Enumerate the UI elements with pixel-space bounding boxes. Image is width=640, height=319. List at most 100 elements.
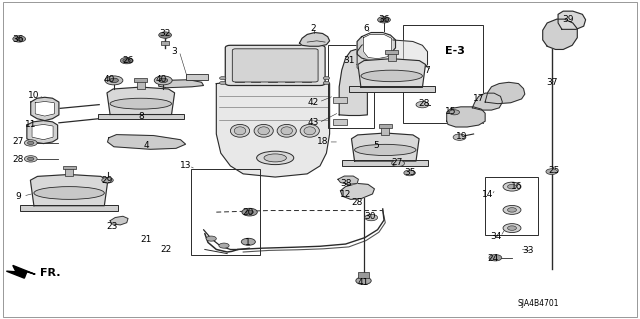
Circle shape [508,184,516,189]
Circle shape [508,226,516,230]
Text: 15: 15 [445,107,457,116]
Text: 20: 20 [243,208,254,217]
Bar [161,41,169,45]
Text: 28: 28 [12,155,24,164]
Polygon shape [543,19,577,49]
Polygon shape [351,133,419,161]
Polygon shape [340,183,374,199]
Circle shape [404,170,415,176]
Circle shape [24,140,37,146]
Text: 14: 14 [482,190,493,199]
Circle shape [416,101,429,108]
Bar [268,74,277,82]
Bar [333,119,347,125]
Ellipse shape [355,144,416,155]
Circle shape [508,208,516,212]
Circle shape [28,157,34,160]
Bar [342,160,428,166]
Circle shape [154,76,172,85]
FancyBboxPatch shape [225,45,325,85]
Text: 5: 5 [374,141,379,150]
Text: 32: 32 [159,29,171,38]
Bar [388,53,396,61]
Circle shape [489,255,502,261]
Text: 21: 21 [140,235,152,244]
Text: 13: 13 [180,161,191,170]
Ellipse shape [230,124,250,137]
Circle shape [28,141,34,145]
Ellipse shape [281,127,292,135]
Bar [385,50,398,54]
Polygon shape [339,49,367,115]
Text: 7: 7 [425,66,430,75]
Polygon shape [338,176,358,184]
Text: 25: 25 [548,166,559,175]
Bar [403,25,483,123]
Circle shape [503,205,521,214]
Bar [485,177,538,235]
Ellipse shape [234,127,246,135]
Polygon shape [485,82,525,104]
Ellipse shape [304,127,316,135]
Text: 6: 6 [364,24,369,33]
Text: 30: 30 [364,212,376,221]
Polygon shape [558,11,586,29]
Text: 40: 40 [156,75,167,84]
Circle shape [220,77,226,80]
Text: 10: 10 [28,91,39,100]
Ellipse shape [361,70,422,82]
Polygon shape [358,59,426,87]
Bar [381,127,389,135]
Text: 36: 36 [12,35,24,44]
Ellipse shape [257,151,294,165]
Text: 29: 29 [102,176,113,185]
Circle shape [449,110,460,115]
Text: 33: 33 [522,246,534,255]
Circle shape [503,182,521,191]
Text: 18: 18 [317,137,329,146]
Circle shape [356,277,371,285]
Polygon shape [31,97,59,121]
Bar [328,45,374,128]
FancyBboxPatch shape [232,49,318,82]
Polygon shape [27,121,58,144]
Text: 28: 28 [418,99,429,108]
Circle shape [123,59,131,63]
Polygon shape [357,33,396,60]
Text: 16: 16 [511,182,523,191]
Ellipse shape [300,124,319,137]
Ellipse shape [258,127,269,135]
Text: 40: 40 [103,75,115,84]
Circle shape [105,76,123,85]
Circle shape [102,177,113,183]
Circle shape [453,134,466,140]
Circle shape [242,208,257,216]
Polygon shape [107,87,175,115]
Circle shape [220,81,226,85]
Text: 37: 37 [546,78,557,87]
Bar [285,74,294,82]
Text: 2: 2 [311,24,316,33]
Circle shape [24,156,37,162]
Circle shape [323,77,330,80]
Text: 22: 22 [161,245,172,254]
Text: E-3: E-3 [445,46,465,56]
Polygon shape [472,93,502,110]
Text: 17: 17 [473,94,484,103]
Text: 9: 9 [15,192,20,201]
Circle shape [109,78,118,83]
Bar [134,78,147,82]
Text: 34: 34 [490,232,502,241]
Bar [251,74,260,82]
Circle shape [365,214,378,221]
Polygon shape [32,124,53,140]
Bar [186,74,208,80]
Text: FR.: FR. [40,268,60,278]
Polygon shape [108,135,186,149]
Circle shape [13,36,26,42]
Text: 35: 35 [404,168,415,177]
Circle shape [392,160,404,167]
Polygon shape [300,33,330,46]
Polygon shape [6,265,35,278]
Ellipse shape [254,124,273,137]
